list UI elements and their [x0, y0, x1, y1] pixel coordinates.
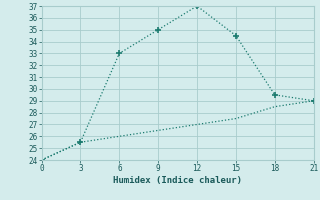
X-axis label: Humidex (Indice chaleur): Humidex (Indice chaleur) — [113, 176, 242, 185]
